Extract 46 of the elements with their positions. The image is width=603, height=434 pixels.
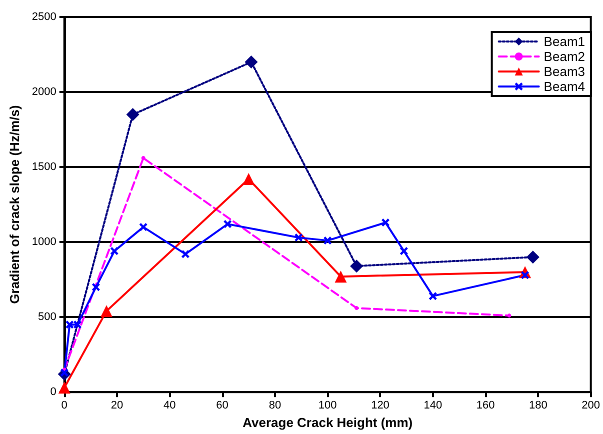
y-tick-label: 1000 — [32, 236, 56, 248]
x-tick-label: 160 — [476, 400, 495, 412]
point — [354, 306, 359, 310]
x-tick-label: 200 — [582, 400, 600, 412]
y-tick-label: 2000 — [32, 86, 56, 98]
point — [400, 247, 408, 256]
point — [74, 320, 82, 329]
point — [244, 56, 258, 69]
point — [294, 234, 303, 242]
point — [350, 260, 364, 273]
x-axis-title: Average Crack Height (mm) — [242, 415, 413, 430]
legend-label: Beam1 — [544, 34, 586, 49]
legend-label: Beam3 — [544, 64, 586, 79]
y-tick-label: 0 — [50, 386, 56, 398]
point — [126, 108, 140, 122]
legend-label: Beam4 — [544, 79, 586, 94]
point — [428, 292, 437, 300]
point — [324, 236, 332, 245]
x-tick-label: 140 — [424, 400, 442, 412]
point — [110, 247, 118, 256]
point — [224, 220, 232, 228]
point — [141, 156, 146, 160]
point — [66, 320, 74, 329]
legend-label: Beam2 — [544, 49, 586, 64]
y-tick-label: 2500 — [32, 11, 56, 23]
x-tick-label: 60 — [216, 400, 228, 412]
point — [334, 270, 347, 283]
point — [507, 314, 512, 318]
point — [382, 218, 390, 227]
x-tick-label: 0 — [61, 400, 68, 412]
x-tick-label: 20 — [110, 400, 124, 412]
point — [526, 250, 540, 264]
x-tick-label: 120 — [371, 400, 390, 412]
point — [58, 382, 70, 394]
y-axis-title: Gradient of crack slope (Hz/m/s) — [7, 105, 22, 304]
y-tick-label: 500 — [38, 311, 56, 324]
point — [181, 250, 190, 258]
point — [139, 223, 148, 232]
point — [242, 173, 255, 186]
point — [100, 305, 112, 318]
x-tick-label: 80 — [268, 400, 282, 412]
x-tick-label: 40 — [164, 400, 176, 412]
x-tick-label: 100 — [318, 400, 337, 412]
point — [92, 283, 100, 292]
x-tick-label: 180 — [529, 400, 548, 412]
y-tick-label: 1500 — [32, 161, 56, 174]
